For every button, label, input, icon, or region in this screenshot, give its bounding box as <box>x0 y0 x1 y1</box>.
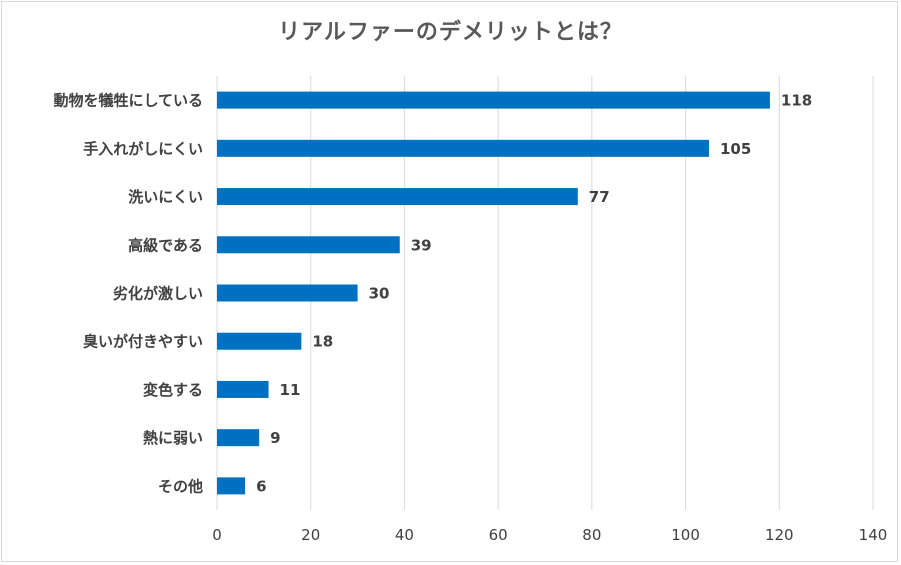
bar <box>217 284 358 302</box>
bar <box>217 139 709 157</box>
bars <box>217 91 770 495</box>
bar <box>217 332 302 350</box>
value-label: 6 <box>256 477 266 495</box>
value-label: 18 <box>312 333 333 351</box>
x-tick-label: 60 <box>489 526 508 544</box>
category-label: 熱に弱い <box>143 429 203 447</box>
value-label: 118 <box>781 92 812 110</box>
x-tick-label: 120 <box>765 526 794 544</box>
category-label: 高級である <box>128 236 203 254</box>
category-label: 変色する <box>143 381 203 399</box>
x-tick-label: 40 <box>395 526 414 544</box>
bar <box>217 188 578 206</box>
category-label: 劣化が激しい <box>113 285 203 303</box>
category-label: その他 <box>158 477 203 495</box>
bar <box>217 380 269 398</box>
category-label: 手入れがしにくい <box>83 140 203 158</box>
category-label: 洗いにくい <box>128 188 203 206</box>
value-label: 9 <box>270 429 280 447</box>
value-labels: 118 105 77 39 30 18 11 9 6 <box>256 92 812 496</box>
x-tick-label: 100 <box>671 526 700 544</box>
bar <box>217 236 400 254</box>
x-tick-label: 20 <box>301 526 320 544</box>
x-tick-label: 80 <box>582 526 601 544</box>
category-label: 臭いが付きやすい <box>83 333 203 351</box>
value-label: 105 <box>720 140 751 158</box>
chart-title: リアルファーのデメリットとは？ <box>278 20 623 45</box>
value-label: 77 <box>589 188 610 206</box>
category-label: 動物を犠牲にしている <box>53 92 203 110</box>
bar <box>217 91 770 109</box>
category-labels: 動物を犠牲にしている手入れがしにくい洗いにくい高級である劣化が激しい臭いが付きや… <box>53 92 203 496</box>
value-label: 30 <box>369 285 390 303</box>
x-tick-label: 140 <box>859 526 888 544</box>
x-tick-labels: 0 20 40 60 80 100 120 140 <box>212 526 887 544</box>
value-label: 39 <box>411 236 432 254</box>
value-label: 11 <box>280 381 301 399</box>
bar <box>217 477 246 495</box>
x-tick-label: 0 <box>212 526 222 544</box>
bar <box>217 429 260 447</box>
